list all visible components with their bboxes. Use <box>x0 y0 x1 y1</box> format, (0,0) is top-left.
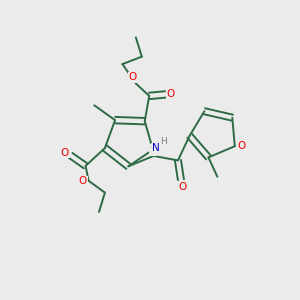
Text: H: H <box>160 136 167 146</box>
Text: O: O <box>79 176 87 186</box>
Text: O: O <box>129 73 137 82</box>
Text: N: N <box>152 143 160 154</box>
Text: O: O <box>61 148 69 158</box>
Text: S: S <box>150 145 156 155</box>
Text: O: O <box>178 182 187 192</box>
Text: O: O <box>167 89 175 99</box>
Text: O: O <box>237 141 245 151</box>
